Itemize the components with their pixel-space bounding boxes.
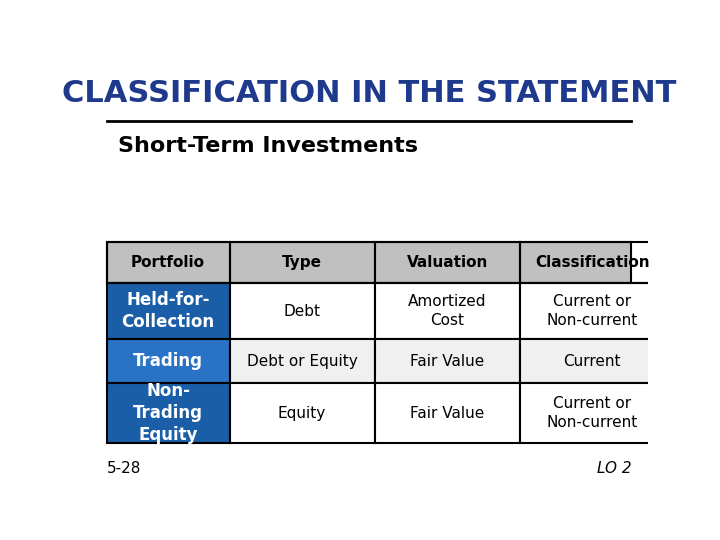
Text: Portfolio: Portfolio	[131, 255, 205, 270]
Bar	[230, 383, 374, 443]
Text: Debt or Equity: Debt or Equity	[247, 354, 357, 369]
Text: Valuation: Valuation	[406, 255, 488, 270]
Text: Type: Type	[282, 255, 322, 270]
Text: Debt: Debt	[284, 303, 320, 319]
Bar	[230, 241, 374, 283]
Text: Current or
Non-current: Current or Non-current	[546, 294, 638, 328]
Bar	[230, 283, 374, 339]
Bar	[374, 241, 520, 283]
Text: Fair Value: Fair Value	[410, 406, 485, 421]
Bar	[520, 283, 665, 339]
Text: Trading: Trading	[133, 352, 203, 370]
Text: 5-28: 5-28	[107, 461, 141, 476]
Bar	[107, 339, 230, 383]
Bar	[107, 283, 230, 339]
Bar	[520, 339, 665, 383]
Bar	[520, 383, 665, 443]
Text: Non-
Trading
Equity: Non- Trading Equity	[133, 382, 203, 444]
Text: Held-for-
Collection: Held-for- Collection	[122, 291, 215, 331]
Text: Current or
Non-current: Current or Non-current	[546, 396, 638, 430]
Bar	[230, 339, 374, 383]
Bar	[107, 241, 230, 283]
Bar	[107, 383, 230, 443]
Text: Classification: Classification	[535, 255, 649, 270]
Text: Short-Term Investments: Short-Term Investments	[118, 136, 418, 156]
Text: Equity: Equity	[278, 406, 326, 421]
Bar	[374, 383, 520, 443]
Text: Current: Current	[564, 354, 621, 369]
Text: Amortized
Cost: Amortized Cost	[408, 294, 487, 328]
Text: Fair Value: Fair Value	[410, 354, 485, 369]
Text: LO 2: LO 2	[597, 461, 631, 476]
Bar	[520, 241, 665, 283]
Bar	[374, 339, 520, 383]
Text: CLASSIFICATION IN THE STATEMENT: CLASSIFICATION IN THE STATEMENT	[62, 79, 676, 109]
Bar	[107, 241, 631, 283]
Bar	[374, 283, 520, 339]
